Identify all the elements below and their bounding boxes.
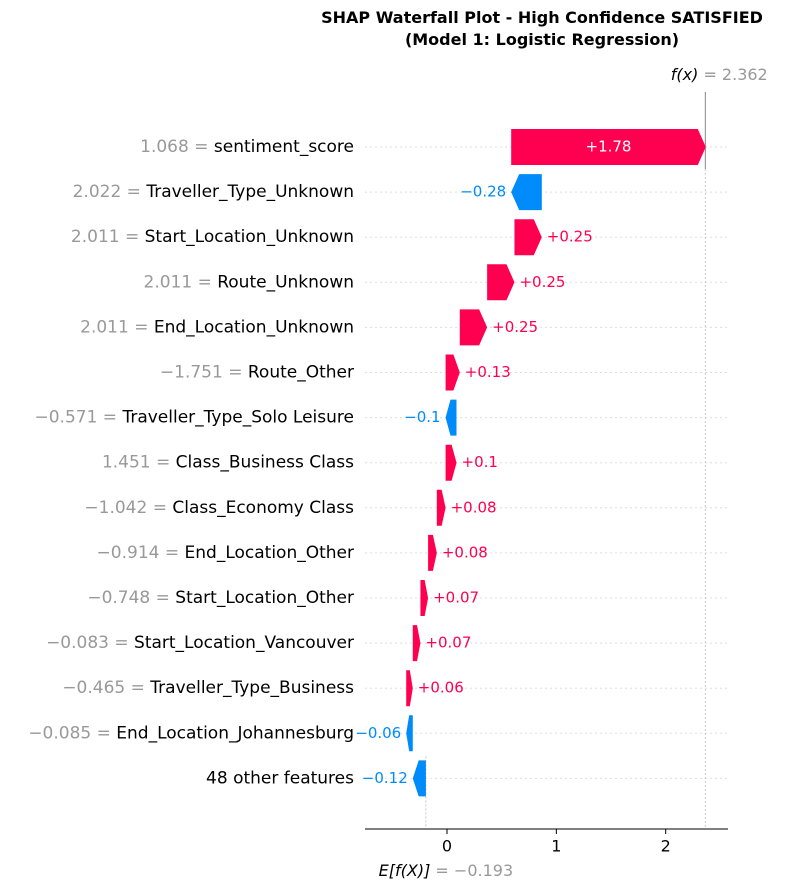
output-value-annotation: f(x) = 2.362 xyxy=(671,65,768,84)
shap-value-label: +0.25 xyxy=(547,228,593,246)
feature-name: Class_Business Class xyxy=(176,453,354,473)
feature-label: −1.042 = Class_Economy Class xyxy=(84,498,354,518)
shap-value-label: −0.12 xyxy=(362,769,408,787)
feature-label: 2.011 = Route_Unknown xyxy=(144,272,355,292)
output-value-text: = 2.362 xyxy=(703,65,767,84)
shap-value-label: +0.1 xyxy=(462,453,498,471)
feature-value: 1.068 = xyxy=(140,137,214,157)
feature-label: 1.451 = Class_Business Class xyxy=(102,453,354,473)
waterfall-bar xyxy=(406,715,413,752)
feature-name: Class_Economy Class xyxy=(172,498,354,518)
feature-label: 2.011 = Start_Location_Unknown xyxy=(71,227,354,247)
waterfall-bar xyxy=(420,580,429,616)
feature-label: 1.068 = sentiment_score xyxy=(140,137,354,157)
x-tick-label: 1 xyxy=(551,837,561,856)
waterfall-bar xyxy=(412,625,421,662)
waterfall-bar xyxy=(487,264,515,301)
feature-label: 48 other features xyxy=(206,768,354,788)
feature-name: sentiment_score xyxy=(214,137,354,157)
feature-value: −0.085 = xyxy=(28,723,116,743)
x-tick-label: 0 xyxy=(442,837,452,856)
feature-name: 48 other features xyxy=(206,768,354,788)
feature-name: Traveller_Type_Unknown xyxy=(145,182,354,202)
waterfall-bar xyxy=(511,174,542,211)
shap-value-label: +0.07 xyxy=(425,634,471,652)
shap-value-label: +0.08 xyxy=(451,498,497,516)
feature-label: −0.085 = End_Location_Johannesburg xyxy=(28,723,354,743)
feature-value: −0.914 = xyxy=(97,543,185,563)
waterfall-bar xyxy=(511,129,706,165)
feature-name: End_Location_Johannesburg xyxy=(116,723,354,743)
feature-label: 2.022 = Traveller_Type_Unknown xyxy=(73,182,354,202)
shap-value-label: +0.25 xyxy=(519,273,565,291)
feature-value: −1.042 = xyxy=(84,498,172,518)
waterfall-bar xyxy=(428,534,437,571)
chart-title: SHAP Waterfall Plot - High Confidence SA… xyxy=(321,8,763,27)
base-value-label: E[f(X)] xyxy=(379,861,436,880)
shap-value-label: +0.08 xyxy=(442,543,488,561)
base-value-annotation: E[f(X)] = −0.193 xyxy=(379,861,513,880)
feature-label: −0.571 = Traveller_Type_Solo Leisure xyxy=(34,408,354,428)
feature-label: −0.748 = Start_Location_Other xyxy=(87,588,354,608)
feature-name: Start_Location_Other xyxy=(175,588,354,608)
feature-value: −0.748 = xyxy=(87,588,175,608)
feature-name: Route_Unknown xyxy=(217,272,354,292)
feature-value: 2.011 = xyxy=(144,272,218,292)
waterfall-bar xyxy=(406,670,413,707)
shap-value-label: +0.13 xyxy=(465,363,511,381)
waterfall-bar xyxy=(459,309,488,346)
chart-subtitle: (Model 1: Logistic Regression) xyxy=(404,30,680,49)
feature-value: 2.011 = xyxy=(71,227,145,247)
feature-label: −1.751 = Route_Other xyxy=(160,363,354,383)
feature-value: −0.465 = xyxy=(62,678,150,698)
shap-value-label: +0.25 xyxy=(492,318,538,336)
shap-value-label: −0.06 xyxy=(355,724,401,742)
feature-name: Traveller_Type_Solo Leisure xyxy=(121,408,354,428)
feature-label: −0.465 = Traveller_Type_Business xyxy=(62,678,354,698)
feature-label: −0.083 = Start_Location_Vancouver xyxy=(46,633,354,653)
feature-value: 1.451 = xyxy=(102,453,176,473)
shap-value-label: +0.06 xyxy=(418,679,464,697)
feature-name: End_Location_Unknown xyxy=(154,317,354,337)
waterfall-bar xyxy=(412,760,426,797)
waterfall-bar xyxy=(445,354,460,391)
feature-name: Traveller_Type_Business xyxy=(149,678,354,698)
base-value-text: = −0.193 xyxy=(435,861,513,880)
shap-value-label: +0.07 xyxy=(433,589,479,607)
feature-name: Route_Other xyxy=(248,363,354,383)
waterfall-bar xyxy=(445,444,457,481)
feature-name: Start_Location_Unknown xyxy=(145,227,354,247)
feature-name: Start_Location_Vancouver xyxy=(134,633,354,653)
feature-value: 2.011 = xyxy=(80,317,154,337)
waterfall-bar xyxy=(514,219,542,256)
feature-label: 2.011 = End_Location_Unknown xyxy=(80,317,354,337)
shap-value-label: −0.28 xyxy=(460,183,506,201)
feature-value: −0.083 = xyxy=(46,633,134,653)
x-tick-label: 2 xyxy=(661,837,671,856)
feature-value: −0.571 = xyxy=(34,408,122,428)
feature-value: 2.022 = xyxy=(73,182,147,202)
shap-value-label: +1.78 xyxy=(586,138,632,156)
output-value-label: f(x) xyxy=(671,65,704,84)
waterfall-bar xyxy=(436,489,446,526)
shap-value-label: −0.1 xyxy=(404,408,440,426)
feature-name: End_Location_Other xyxy=(185,543,354,563)
feature-label: −0.914 = End_Location_Other xyxy=(97,543,354,563)
waterfall-bar xyxy=(445,399,457,436)
feature-value: −1.751 = xyxy=(160,363,248,383)
